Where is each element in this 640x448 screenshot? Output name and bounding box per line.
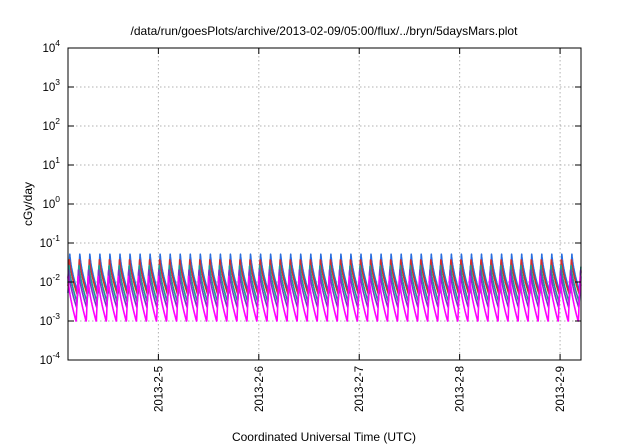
x-tick-label: 2013-2-8 <box>455 366 467 412</box>
y-tick-label: 10-2 <box>40 272 61 289</box>
series-layer <box>67 253 582 322</box>
x-tick-label: 2013-2-6 <box>254 366 266 412</box>
y-tick-mantissa: 10 <box>40 277 53 289</box>
y-tick-mantissa: 10 <box>42 199 55 211</box>
y-tick-label: 10-4 <box>40 350 61 367</box>
x-tick-label: 2013-2-9 <box>555 366 567 412</box>
y-tick-exponent: -2 <box>52 272 60 282</box>
y-tick-exponent: -1 <box>52 233 60 243</box>
x-tick-label: 2013-2-5 <box>153 366 165 412</box>
y-tick-mantissa: 10 <box>40 316 53 328</box>
y-tick-exponent: 1 <box>55 155 60 165</box>
y-tick-exponent: 3 <box>55 77 60 87</box>
chart-title: /data/run/goesPlots/archive/2013-02-09/0… <box>131 24 519 38</box>
y-tick-label: 103 <box>42 77 60 94</box>
y-tick-exponent: 4 <box>55 38 60 48</box>
y-tick-label: 10-1 <box>40 233 61 250</box>
y-tick-exponent: -4 <box>52 350 60 360</box>
x-axis: 2013-2-5 2013-2-6 2013-2-7 2013-2-8 2013-2-9 <box>153 48 567 412</box>
y-tick-exponent: 2 <box>55 116 60 126</box>
series-line <box>67 264 582 303</box>
series-line <box>67 253 582 294</box>
y-tick-label: 10-3 <box>40 311 61 328</box>
y-tick-exponent: -3 <box>52 311 60 321</box>
y-tick-mantissa: 10 <box>42 121 55 133</box>
y-tick-label: 100 <box>42 194 60 211</box>
y-tick-label: 101 <box>42 155 60 172</box>
y-tick-label: 104 <box>42 38 60 55</box>
y-tick-mantissa: 10 <box>42 43 55 55</box>
y-tick-mantissa: 10 <box>42 160 55 172</box>
series-line <box>67 258 582 297</box>
x-tick-label: 2013-2-7 <box>354 366 366 412</box>
x-axis-label: Coordinated Universal Time (UTC) <box>232 430 416 444</box>
y-tick-exponent: 0 <box>55 194 60 204</box>
y-tick-mantissa: 10 <box>42 82 55 94</box>
series-line <box>67 269 582 309</box>
series-line <box>67 275 582 322</box>
y-tick-mantissa: 10 <box>40 238 53 250</box>
y-tick-mantissa: 10 <box>40 355 53 367</box>
y-tick-label: 102 <box>42 116 60 133</box>
y-axis-label: cGy/day <box>21 182 35 226</box>
